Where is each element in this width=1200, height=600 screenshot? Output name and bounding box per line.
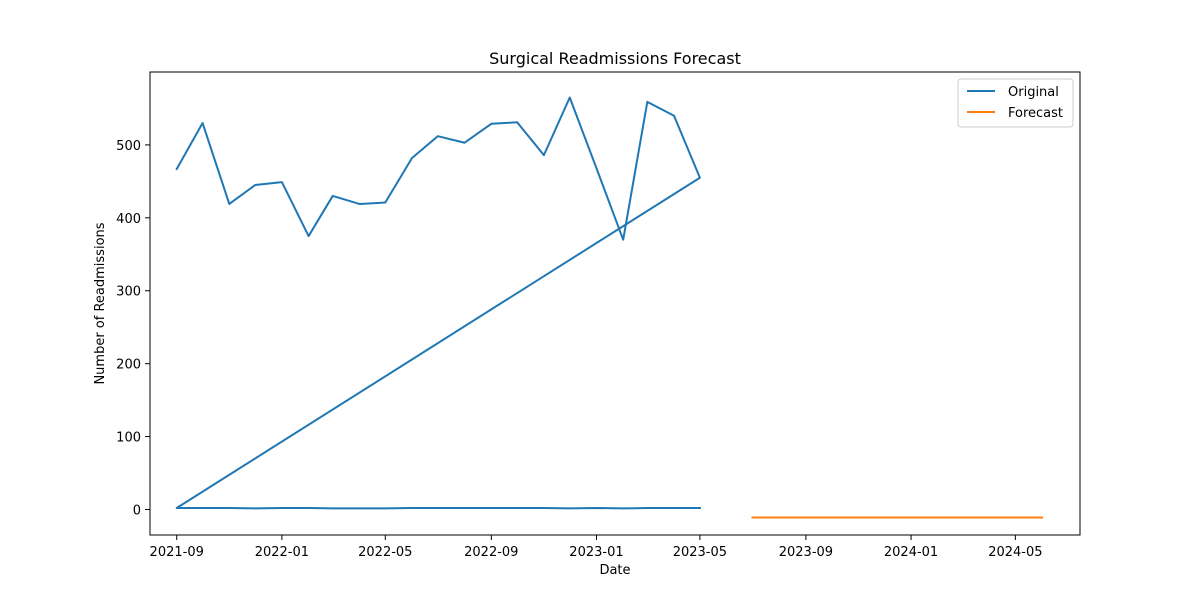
x-axis-ticks: 2021-09 2022-01 2022-05 2022-09 2023-01 2023-…: [150, 535, 1043, 560]
x-axis-label: Date: [599, 563, 630, 578]
x-tick-label: 2024-05: [988, 545, 1042, 560]
legend: Original Forecast: [957, 78, 1074, 128]
x-tick-label: 2022-01: [255, 545, 309, 560]
chart-title: Surgical Readmissions Forecast: [489, 49, 741, 68]
x-tick-label: 2023-09: [779, 545, 833, 560]
series-line-original: [175, 96, 701, 510]
x-tick-label: 2022-05: [358, 545, 412, 560]
y-axis-ticks: 0 100 200 300 400 500: [116, 139, 150, 518]
plot-area-frame: [149, 71, 1081, 536]
y-tick-label: 300: [116, 285, 141, 300]
y-tick-label: 100: [116, 431, 141, 446]
x-tick-label: 2023-01: [569, 545, 623, 560]
y-axis-label: Number of Readmissions: [93, 222, 108, 384]
y-tick-label: 400: [116, 212, 141, 227]
y-tick-label: 500: [116, 139, 141, 154]
legend-label-forecast: Forecast: [1008, 106, 1063, 121]
y-tick-label: 0: [133, 503, 141, 518]
x-tick-label: 2023-05: [673, 545, 727, 560]
legend-label-original: Original: [1008, 85, 1059, 100]
x-tick-label: 2021-09: [150, 545, 204, 560]
x-tick-label: 2024-01: [884, 545, 938, 560]
y-tick-label: 200: [116, 358, 141, 373]
x-tick-label: 2022-09: [464, 545, 518, 560]
series-layer: [175, 96, 1044, 519]
